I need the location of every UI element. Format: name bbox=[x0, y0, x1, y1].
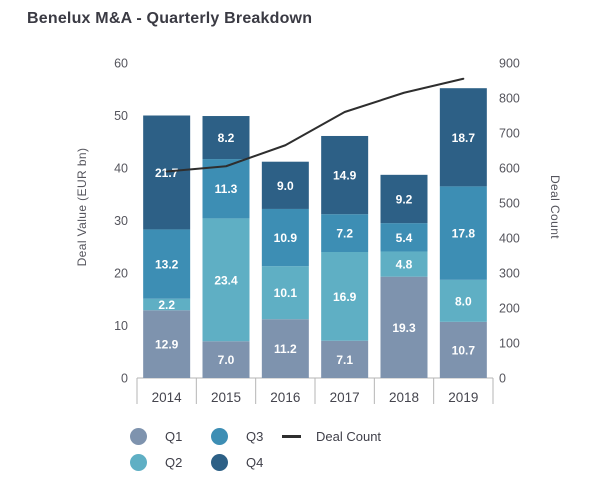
y-left-tick-label: 40 bbox=[114, 162, 128, 176]
bar-segment-q1-2017 bbox=[321, 340, 369, 378]
y-right-tick-label: 900 bbox=[499, 57, 520, 71]
bar-segment-q3-2017 bbox=[321, 214, 369, 252]
bar-segment-q3-2014 bbox=[143, 229, 191, 299]
bar-value-label: 8.2 bbox=[218, 131, 235, 145]
bar-segment-q4-2019 bbox=[439, 88, 487, 187]
y-right-tick-label: 500 bbox=[499, 197, 520, 211]
y-left-tick-label: 60 bbox=[114, 57, 128, 71]
bar-segment-q1-2019 bbox=[439, 321, 487, 378]
bar-value-label: 16.9 bbox=[333, 290, 357, 304]
y-right-axis-title: Deal Count bbox=[548, 175, 562, 239]
y-right-tick-label: 100 bbox=[499, 337, 520, 351]
bar-value-label: 11.3 bbox=[215, 182, 238, 196]
bar-segment-q3-2016 bbox=[261, 208, 309, 267]
bar-value-label: 18.7 bbox=[452, 131, 476, 145]
bar-segment-q3-2015 bbox=[202, 159, 250, 219]
bar-segment-q2-2018 bbox=[380, 251, 428, 277]
bar-value-label: 10.1 bbox=[274, 286, 298, 300]
legend-label-q1: Q1 bbox=[165, 429, 183, 444]
bar-segment-q3-2018 bbox=[380, 223, 428, 252]
x-axis-year-label: 2019 bbox=[448, 390, 478, 405]
y-left-tick-label: 10 bbox=[114, 319, 128, 333]
y-left-tick-label: 30 bbox=[114, 214, 128, 228]
deal-count-line-swatch-icon bbox=[282, 435, 301, 438]
legend-item-q4: Q4 bbox=[211, 454, 282, 471]
x-axis-year-label: 2015 bbox=[211, 390, 241, 405]
legend: Q1 Q3 Deal Count Q2 Q4 bbox=[130, 428, 381, 471]
x-axis-year-label: 2014 bbox=[152, 390, 183, 405]
bar-segment-q4-2018 bbox=[380, 174, 428, 224]
legend-label-q2: Q2 bbox=[165, 455, 183, 470]
legend-item-q1: Q1 bbox=[130, 428, 211, 445]
y-right-tick-label: 400 bbox=[499, 232, 520, 246]
y-right-tick-label: 800 bbox=[499, 92, 520, 106]
bar-value-label: 14.9 bbox=[333, 169, 357, 183]
bar-segment-q2-2019 bbox=[439, 279, 487, 322]
q4-swatch-icon bbox=[211, 454, 228, 471]
bar-value-label: 10.7 bbox=[452, 343, 476, 357]
bar-value-label: 21.7 bbox=[155, 166, 179, 180]
bar-value-label: 13.2 bbox=[155, 258, 179, 272]
bar-value-label: 7.0 bbox=[218, 353, 235, 367]
y-left-tick-label: 20 bbox=[114, 267, 128, 281]
y-right-tick-label: 700 bbox=[499, 127, 520, 141]
x-axis-year-label: 2017 bbox=[330, 390, 360, 405]
y-right-tick-label: 0 bbox=[499, 372, 506, 386]
deal-count-line bbox=[165, 77, 465, 173]
bar-segment-q4-2015 bbox=[202, 116, 250, 160]
bar-segment-q3-2019 bbox=[439, 186, 487, 280]
bar-value-label: 5.4 bbox=[396, 231, 413, 245]
x-axis-year-label: 2018 bbox=[389, 390, 419, 405]
bar-value-label: 9.2 bbox=[396, 192, 413, 206]
bar-value-label: 19.3 bbox=[392, 321, 416, 335]
legend-label-q4: Q4 bbox=[246, 455, 264, 470]
bar-segment-q1-2016 bbox=[261, 319, 309, 378]
bar-segment-q1-2015 bbox=[202, 341, 250, 378]
legend-label-deal-count: Deal Count bbox=[316, 429, 382, 444]
bar-value-label: 8.0 bbox=[455, 294, 472, 308]
chart-title: Benelux M&A - Quarterly Breakdown bbox=[27, 10, 313, 27]
y-right-tick-label: 600 bbox=[499, 162, 520, 176]
bar-value-label: 7.2 bbox=[336, 227, 353, 241]
bar-value-label: 17.8 bbox=[452, 227, 476, 241]
q3-swatch-icon bbox=[211, 428, 228, 445]
bar-value-label: 4.8 bbox=[396, 258, 413, 272]
bar-value-label: 23.4 bbox=[214, 273, 238, 287]
bar-segment-q2-2016 bbox=[261, 266, 309, 320]
bar-segment-q4-2016 bbox=[261, 161, 309, 209]
y-right-tick-label: 300 bbox=[499, 267, 520, 281]
q1-swatch-icon bbox=[130, 428, 147, 445]
bar-segment-q2-2017 bbox=[321, 252, 369, 341]
legend-label-q3: Q3 bbox=[246, 429, 264, 444]
bar-segment-q1-2014 bbox=[143, 310, 191, 378]
bar-value-label: 11.2 bbox=[274, 342, 297, 356]
y-left-tick-label: 50 bbox=[114, 109, 128, 123]
legend-item-deal-count: Deal Count bbox=[282, 429, 381, 444]
y-left-axis-title: Deal Value (EUR bn) bbox=[75, 148, 89, 267]
legend-item-q3: Q3 bbox=[211, 428, 282, 445]
bar-segment-q4-2017 bbox=[321, 135, 369, 215]
bar-value-label: 10.9 bbox=[274, 231, 298, 245]
bar-value-label: 12.9 bbox=[155, 338, 179, 352]
q2-swatch-icon bbox=[130, 454, 147, 471]
bar-value-label: 2.2 bbox=[158, 298, 175, 312]
x-axis-year-label: 2016 bbox=[270, 390, 300, 405]
bar-segment-q1-2018 bbox=[380, 276, 428, 378]
bar-segment-q2-2015 bbox=[202, 218, 250, 342]
y-right-tick-label: 200 bbox=[499, 302, 520, 316]
bar-segment-q2-2014 bbox=[143, 298, 191, 311]
y-left-tick-label: 0 bbox=[121, 372, 128, 386]
bar-value-label: 7.1 bbox=[336, 353, 353, 367]
bar-value-label: 9.0 bbox=[277, 179, 294, 193]
legend-item-q2: Q2 bbox=[130, 454, 211, 471]
